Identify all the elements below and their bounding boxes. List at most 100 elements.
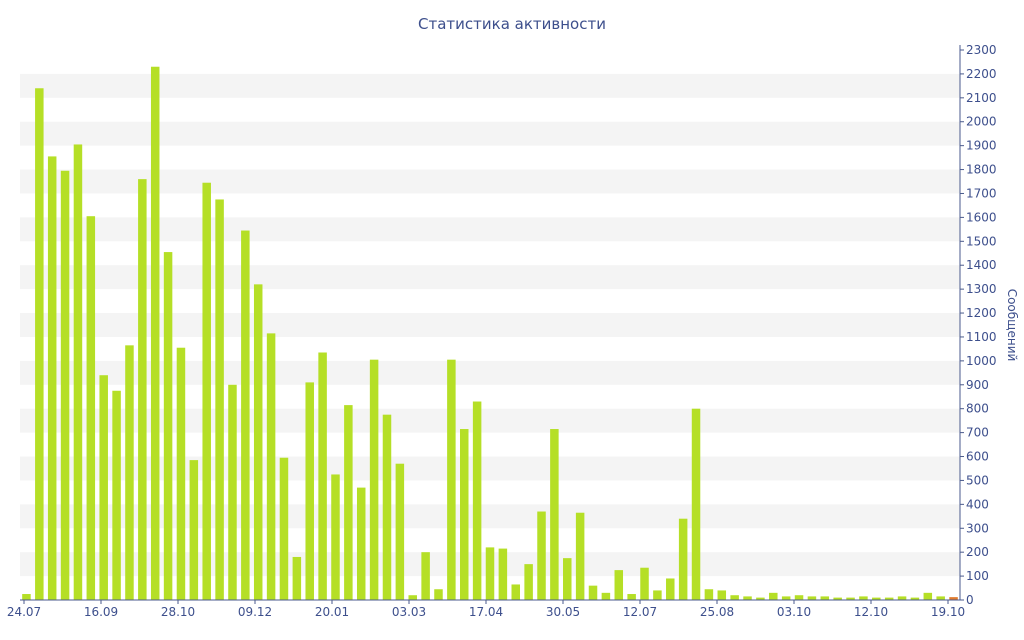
bar[interactable] [215, 199, 224, 600]
bar[interactable] [807, 596, 817, 600]
bar[interactable] [447, 359, 456, 600]
bar[interactable] [356, 487, 366, 600]
x-tick-label: 25.08 [700, 605, 734, 619]
bar[interactable] [949, 597, 958, 600]
bar[interactable] [524, 564, 533, 600]
bar[interactable] [498, 548, 508, 600]
bar[interactable] [344, 405, 353, 600]
y-tick-label: 200 [966, 545, 989, 559]
bar[interactable] [408, 595, 417, 600]
bar[interactable] [614, 570, 624, 600]
bar[interactable] [575, 512, 585, 600]
grid-band [20, 121, 960, 146]
y-tick-label: 1500 [966, 234, 997, 248]
bar[interactable] [704, 589, 714, 600]
bar[interactable] [769, 592, 778, 600]
bar[interactable] [73, 144, 83, 600]
grid-band [20, 360, 960, 385]
bar[interactable] [202, 182, 211, 600]
bar[interactable] [460, 429, 469, 600]
bar[interactable] [846, 597, 855, 600]
x-tick-label: 30.05 [546, 605, 580, 619]
x-tick-label: 12.07 [623, 605, 657, 619]
x-tick-label: 28.10 [161, 605, 195, 619]
bar[interactable] [833, 597, 842, 600]
bar[interactable] [318, 352, 327, 601]
bar[interactable] [395, 463, 405, 600]
bar[interactable] [781, 596, 791, 600]
y-tick-label: 1900 [966, 139, 997, 153]
bar[interactable] [936, 596, 945, 600]
bar[interactable] [150, 66, 160, 601]
x-tick-label: 12.10 [854, 605, 888, 619]
bar[interactable] [382, 414, 392, 600]
bar[interactable] [910, 597, 920, 600]
bar[interactable] [292, 556, 302, 600]
bar[interactable] [421, 552, 430, 600]
grid-bands [20, 73, 960, 577]
bar[interactable] [163, 252, 173, 600]
bar[interactable] [22, 594, 31, 600]
y-tick-label: 600 [966, 450, 989, 464]
y-tick-label: 2100 [966, 91, 997, 105]
chart-title: Статистика активности [418, 15, 606, 33]
bar[interactable] [228, 384, 237, 600]
bar[interactable] [47, 156, 57, 600]
bar[interactable] [884, 597, 894, 600]
bar[interactable] [279, 457, 289, 600]
bar[interactable] [305, 382, 314, 600]
bar[interactable] [241, 230, 250, 601]
y-axis-title: Сообщений [1005, 289, 1019, 362]
bar[interactable] [653, 590, 662, 600]
bar[interactable] [717, 590, 727, 600]
y-tick-label: 1800 [966, 163, 997, 177]
x-axis-ticks: 24.07 16.09 28.10 09.12 20.01 03.03 17.04 30.05… [7, 600, 965, 619]
bar[interactable] [730, 595, 739, 600]
grid-band [20, 169, 960, 194]
bar[interactable] [872, 597, 881, 600]
bar[interactable] [369, 359, 379, 600]
bar[interactable] [189, 460, 199, 600]
bar[interactable] [35, 88, 44, 600]
bar[interactable] [897, 596, 907, 600]
bar[interactable] [588, 585, 598, 600]
bar[interactable] [550, 429, 559, 600]
bar[interactable] [537, 511, 546, 600]
bar[interactable] [86, 216, 96, 600]
grid-band [20, 504, 960, 529]
bar[interactable] [60, 170, 70, 600]
bar[interactable] [640, 567, 649, 600]
bar[interactable] [99, 375, 108, 600]
x-tick-label: 16.09 [84, 605, 118, 619]
bar[interactable] [253, 284, 263, 600]
bar[interactable] [756, 597, 765, 600]
bar[interactable] [266, 333, 276, 600]
bar[interactable] [794, 595, 804, 600]
bar[interactable] [923, 592, 933, 600]
y-axis-ticks: 0 100 200 300 400 500 600 700 800 900 1000 1100 1200… [960, 43, 997, 607]
bar[interactable] [125, 345, 134, 600]
bar[interactable] [691, 408, 701, 600]
bar[interactable] [820, 596, 830, 600]
bar[interactable] [678, 518, 688, 600]
y-tick-label: 1000 [966, 354, 997, 368]
bar[interactable] [485, 547, 495, 600]
y-tick-label: 1200 [966, 306, 997, 320]
x-tick-label: 09.12 [238, 605, 272, 619]
bar[interactable] [112, 390, 121, 600]
bar[interactable] [434, 589, 443, 600]
bar[interactable] [472, 401, 482, 600]
grid-band [20, 265, 960, 290]
bar[interactable] [176, 347, 186, 600]
bar[interactable] [331, 474, 340, 600]
bar[interactable] [138, 179, 147, 600]
bar[interactable] [601, 592, 611, 600]
bar[interactable] [859, 596, 868, 600]
bar[interactable] [627, 594, 636, 600]
bar[interactable] [563, 558, 572, 600]
x-tick-label: 19.10 [931, 605, 965, 619]
bar[interactable] [743, 596, 752, 600]
bar[interactable] [666, 578, 675, 600]
bar[interactable] [511, 584, 521, 600]
y-tick-label: 1300 [966, 282, 997, 296]
